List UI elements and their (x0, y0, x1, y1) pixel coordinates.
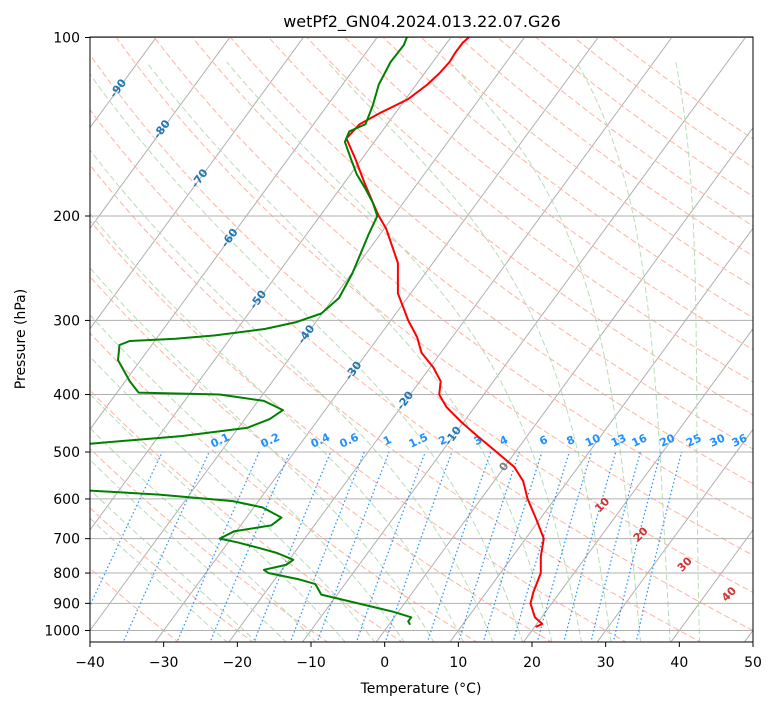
x-tick-label: −30 (149, 655, 179, 671)
y-tick-label: 400 (53, 388, 80, 404)
x-tick-label: 0 (380, 655, 389, 671)
y-tick-label: 600 (53, 492, 80, 508)
x-axis-label: Temperature (°C) (360, 681, 482, 697)
x-tick-label: 20 (523, 655, 541, 671)
x-tick-label: 30 (597, 655, 615, 671)
x-tick-label: 10 (449, 655, 467, 671)
y-axis-label: Pressure (hPa) (13, 289, 29, 389)
x-tick-label: −20 (223, 655, 253, 671)
y-tick-label: 100 (53, 31, 80, 47)
plot-area: -100-90-80-70-60-50-40-30-20-1000.10.20.… (0, 10, 775, 655)
x-tick-label: −40 (75, 655, 105, 671)
y-tick-label: 900 (53, 596, 80, 612)
y-tick-label: 200 (53, 209, 80, 225)
x-tick-label: 50 (744, 655, 762, 671)
y-tick-label: 1000 (44, 624, 80, 640)
chart-title: wetPf2_GN04.2024.013.22.07.G26 (283, 12, 561, 32)
x-tick-label: −10 (296, 655, 326, 671)
x-tick-label: 40 (670, 655, 688, 671)
y-tick-label: 800 (53, 566, 80, 582)
y-tick-label: 700 (53, 532, 80, 548)
y-tick-label: 500 (53, 445, 80, 461)
y-tick-label: 300 (53, 313, 80, 329)
